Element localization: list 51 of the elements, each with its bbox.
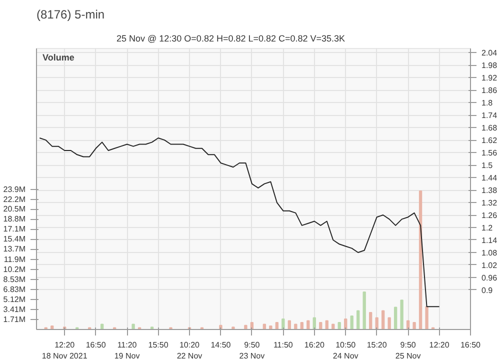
y-tick-label: 1.38	[482, 186, 498, 196]
y-tick-label: 1.26	[482, 211, 498, 220]
y-tick-label: 1.68	[482, 124, 498, 133]
y2-tick-label: 18.8M	[3, 214, 26, 224]
y-tick-label: 1.98	[482, 61, 498, 70]
y2-tick-label: 3.41M	[3, 304, 26, 314]
y-tick-label: 1.44	[482, 174, 498, 183]
y2-tick-label: 22.2M	[3, 194, 26, 204]
y-tick-label: 1.5	[482, 161, 494, 170]
y2-tick-label: 6.83M	[3, 284, 26, 294]
y-tick-label: 1.86	[482, 86, 498, 96]
y2-tick-label: 5.12M	[3, 294, 26, 304]
x-tick-label: 16:50	[86, 340, 106, 350]
y2-tick-label: 17.1M	[3, 224, 26, 234]
x-tick-label: 11:50	[273, 340, 294, 350]
y2-tick-label: 10.2M	[3, 265, 26, 274]
x-tick-label: 15:50	[148, 340, 169, 350]
y-tick-label: 1.08	[482, 248, 498, 258]
x-tick-label: 10:20 22 Nov	[176, 340, 202, 360]
y-tick-label: 1.2	[482, 224, 494, 233]
y-tick-label: 2.04	[482, 48, 498, 58]
x-tick-label: 9:50 25 Nov	[395, 340, 421, 360]
y2-tick-label: 8.53M	[3, 274, 26, 284]
y-tick-label: 0.96	[482, 273, 498, 282]
y2-tick-label: 15.4M	[3, 234, 26, 244]
annotation: Volume	[42, 52, 74, 62]
y2-tick-label: 20.5M	[3, 204, 26, 214]
y2-tick-label: 11.9M	[4, 255, 26, 264]
x-tick-label: 14:50	[210, 340, 232, 350]
y-tick-label: 1.02	[482, 260, 498, 270]
x-tick-label: 9:50 23 Nov	[239, 340, 265, 360]
y2-tick-label: 1.71M	[3, 314, 26, 324]
x-tick-label: 11:20 19 Nov	[114, 340, 140, 360]
x-tick-label: 10:50 24 Nov	[332, 340, 358, 360]
y2-tick-label: 23.9M	[3, 184, 26, 194]
y-tick-label: 1.14	[482, 236, 498, 245]
chart-subtitle: 25 Nov @ 12:30 O=0.82 H=0.82 L=0.82 C=0.82 V=35.3K	[116, 34, 346, 44]
x-tick-label: 12:20 18 Nov 2021	[42, 340, 88, 360]
y-tick-label: 1.74	[482, 111, 498, 120]
y2-tick-label: 13.7M	[3, 244, 26, 254]
y-tick-label: 1.56	[482, 148, 498, 158]
y-tick-label: 1.92	[482, 74, 498, 83]
y-tick-label: 1.32	[482, 198, 498, 208]
x-tick-label: 15:20	[366, 340, 388, 350]
y-tick-label: 1.8	[482, 98, 494, 108]
x-tick-label: 16:50	[460, 340, 482, 350]
x-tick-label: 12:20	[429, 340, 450, 350]
chart-title: (8176) 5-min	[36, 8, 105, 22]
x-tick-label: 16:20	[304, 340, 325, 350]
y-tick-label: 1.62	[482, 136, 498, 146]
y-tick-label: 0.9	[482, 286, 494, 295]
